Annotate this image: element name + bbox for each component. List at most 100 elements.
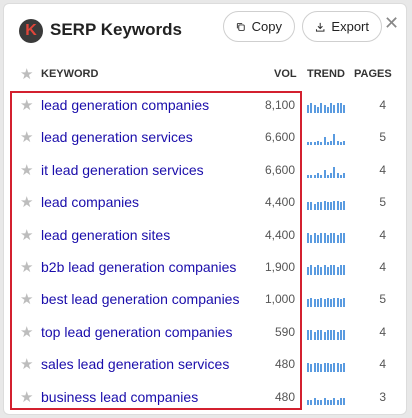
keyword-row[interactable]: ★ best lead generation companies 1,000 5 <box>4 284 406 316</box>
keyword-pages: 5 <box>379 130 386 145</box>
trend-bar <box>333 134 336 146</box>
keyword-link[interactable]: lead generation services <box>41 129 193 146</box>
keyword-link[interactable]: it lead generation services <box>41 161 204 178</box>
trend-bar <box>307 202 309 211</box>
trend-bar <box>323 299 326 308</box>
star-icon[interactable]: ★ <box>20 129 34 147</box>
trend-bar <box>340 142 342 146</box>
keyword-row[interactable]: ★ lead generation companies 8,100 4 <box>4 90 406 122</box>
trend-sparkline <box>307 391 347 405</box>
trend-bar <box>313 233 316 243</box>
trend-bar <box>343 265 346 275</box>
trend-bar <box>323 137 326 146</box>
trend-bar <box>316 202 319 211</box>
trend-sparkline <box>307 99 347 113</box>
keyword-link[interactable]: lead companies <box>41 194 140 211</box>
trend-bar <box>313 142 316 146</box>
trend-bar <box>326 234 329 243</box>
keyword-row[interactable]: ★ lead generation sites 4,400 4 <box>4 220 406 252</box>
keyword-link[interactable]: top lead generation companies <box>41 323 233 340</box>
trend-bar <box>330 140 333 146</box>
keyword-volume: 6,600 <box>264 162 295 177</box>
trend-bar <box>310 399 313 405</box>
keyword-pages: 4 <box>379 162 386 177</box>
trend-bar <box>330 299 333 308</box>
star-icon[interactable]: ★ <box>20 291 34 309</box>
trend-bar <box>313 398 316 405</box>
keyword-link[interactable]: best lead generation companies <box>41 291 240 308</box>
column-header-vol[interactable]: VOL <box>274 68 297 80</box>
trend-bar <box>310 174 313 178</box>
close-icon[interactable]: ✕ <box>384 13 400 33</box>
keyword-link[interactable]: b2b lead generation companies <box>41 259 237 275</box>
star-icon[interactable]: ★ <box>20 194 34 212</box>
trend-bar <box>323 265 326 275</box>
star-icon[interactable]: ★ <box>20 388 34 406</box>
star-icon[interactable]: ★ <box>20 323 34 341</box>
trend-bar <box>330 364 333 373</box>
trend-bar <box>310 297 313 308</box>
trend-bar <box>307 267 309 275</box>
trend-bar <box>336 297 339 308</box>
keyword-pages: 5 <box>379 292 386 307</box>
trend-bar <box>307 233 309 243</box>
keyword-link[interactable]: sales lead generation services <box>41 356 230 373</box>
keyword-row[interactable]: ★ lead companies 4,400 5 <box>4 187 406 219</box>
keyword-row[interactable]: ★ sales lead generation services 480 4 <box>4 349 406 381</box>
trend-bar <box>323 105 326 113</box>
keyword-row[interactable]: ★ b2b lead generation companies 1,900 4 <box>4 252 406 284</box>
keyword-row[interactable]: ★ top lead generation companies 590 4 <box>4 317 406 349</box>
trend-bar <box>340 202 342 211</box>
column-header-trend: TREND <box>307 68 345 80</box>
keyword-row[interactable]: ★ business lead companies 480 3 <box>4 382 406 414</box>
trend-bar <box>326 202 329 211</box>
trend-bar <box>310 103 313 113</box>
trend-bar <box>333 265 336 275</box>
trend-bar <box>323 331 326 340</box>
trend-bar <box>313 174 316 178</box>
trend-bar <box>326 297 329 308</box>
trend-bar <box>316 265 319 275</box>
trend-bar <box>343 297 346 308</box>
keyword-volume: 6,600 <box>264 130 295 145</box>
star-icon[interactable]: ★ <box>20 226 34 244</box>
keyword-row[interactable]: ★ lead generation services 6,600 5 <box>4 122 406 154</box>
trend-bar <box>340 265 342 275</box>
trend-bar <box>310 234 313 243</box>
trend-bar <box>307 330 309 340</box>
trend-bar <box>326 106 329 113</box>
trend-bar <box>343 173 346 178</box>
keyword-link[interactable]: business lead companies <box>41 388 199 405</box>
trend-bar <box>310 330 313 340</box>
trend-sparkline <box>307 293 347 308</box>
copy-button[interactable]: Copy <box>223 11 295 42</box>
trend-bar <box>333 166 336 178</box>
star-icon[interactable]: ★ <box>20 97 34 114</box>
trend-bar <box>326 330 329 340</box>
serp-keywords-panel: K SERP Keywords Copy Export ✕ ★ KEYWORD … <box>3 3 407 415</box>
star-icon[interactable]: ★ <box>20 356 34 374</box>
trend-bar <box>330 173 333 178</box>
keyword-volume: 480 <box>274 357 295 372</box>
trend-bar <box>340 103 342 113</box>
column-header-pages[interactable]: PAGES <box>354 68 392 80</box>
trend-bar <box>333 297 336 308</box>
trend-bar <box>343 140 346 146</box>
keyword-row[interactable]: ★ it lead generation services 6,600 4 <box>4 155 406 187</box>
star-icon[interactable]: ★ <box>20 259 34 276</box>
trend-bar <box>307 105 309 113</box>
trend-bar <box>330 330 333 340</box>
trend-bar <box>316 299 319 308</box>
keyword-link[interactable]: lead generation sites <box>41 226 171 243</box>
keyword-link[interactable]: lead generation companies <box>41 97 210 113</box>
panel-title: SERP Keywords <box>50 20 182 39</box>
export-button[interactable]: Export <box>302 11 382 42</box>
trend-bar <box>310 364 313 373</box>
trend-bar <box>333 398 336 405</box>
star-icon[interactable]: ★ <box>20 161 34 179</box>
trend-bar <box>333 200 336 211</box>
trend-bar <box>323 398 326 405</box>
column-header-keyword[interactable]: KEYWORD <box>41 68 99 80</box>
trend-bar <box>336 399 339 405</box>
star-header-icon: ★ <box>20 66 34 83</box>
